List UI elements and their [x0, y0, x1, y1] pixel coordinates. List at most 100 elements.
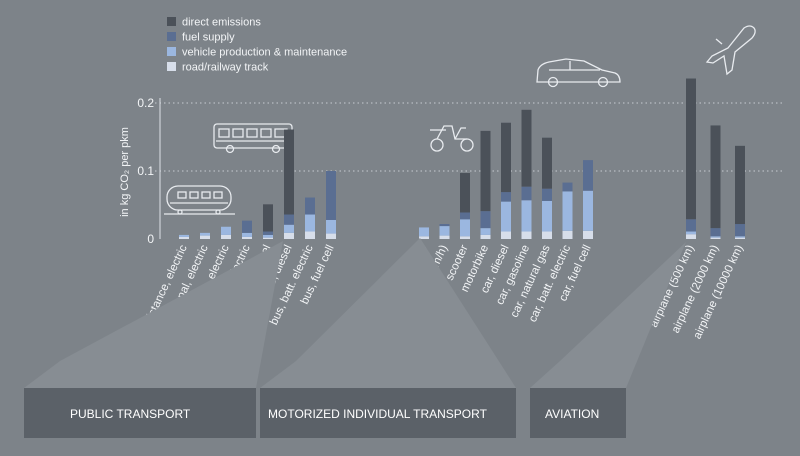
car-icon — [536, 58, 621, 88]
bar-scooter — [460, 173, 470, 239]
bar-airplane-2000-km — [710, 125, 721, 239]
legend-label-road-railway-track: road/railway track — [182, 62, 269, 74]
legend-swatch-vehicle-production-maintenance — [167, 47, 176, 56]
bar-sbb-train-regional-electric — [200, 232, 210, 239]
group-label-motorized-individual-transport: MOTORIZED INDIVIDUAL TRANSPORT — [268, 407, 488, 421]
bar-segment-fuel-supply — [439, 224, 450, 227]
vehicle-icons — [164, 25, 756, 215]
bar-passenger-coach-diesel — [263, 204, 273, 239]
bar-segment-fuel-supply — [562, 182, 573, 192]
bar-segment-road-railway-track — [521, 231, 532, 239]
bar-segment-road-railway-track — [326, 233, 336, 239]
bar-bus-fuel-cell — [326, 171, 336, 239]
bar-e-bike-25-km-h — [439, 224, 450, 239]
gridlines — [155, 102, 785, 172]
bar-bus-batt-electric — [305, 197, 315, 239]
bar-segment-fuel-supply — [686, 219, 696, 232]
bar-segment-fuel-supply — [326, 171, 336, 220]
panel-aviation — [530, 388, 626, 438]
bar-segment-road-railway-track — [284, 232, 294, 239]
bar-car-batt-electric — [562, 182, 573, 239]
bar-segment-road-railway-track — [460, 236, 470, 239]
bar-segment-direct-emissions — [480, 130, 491, 212]
bar-segment-road-railway-track — [686, 234, 696, 239]
bar-segment-road-railway-track — [242, 236, 252, 239]
bar-segment-direct-emissions — [501, 122, 511, 193]
bar-segment-vehicle-production-maintenance — [305, 214, 315, 232]
bar-segment-fuel-supply — [583, 160, 593, 191]
legend-swatch-direct-emissions — [167, 17, 176, 26]
y-tick-label: 0.2 — [137, 96, 154, 110]
bar-segment-fuel-supply — [521, 186, 532, 201]
panel-public-transport — [24, 388, 256, 438]
bar-segment-direct-emissions — [710, 125, 721, 229]
bar-segment-road-railway-track — [735, 237, 745, 239]
panel-top-aviation — [530, 242, 686, 388]
bar-segment-fuel-supply — [284, 214, 294, 225]
bar-segment-fuel-supply — [242, 220, 252, 233]
bar-segment-vehicle-production-maintenance — [686, 231, 696, 235]
bar-segment-road-railway-track — [562, 230, 573, 239]
bar-segment-vehicle-production-maintenance — [439, 226, 450, 236]
bar-segment-road-railway-track — [710, 237, 721, 239]
bar-motorbike — [480, 130, 491, 239]
panel-top-motorized-individual-transport — [260, 238, 516, 388]
bar-segment-vehicle-production-maintenance — [501, 201, 511, 232]
bar-car-diesel — [501, 122, 511, 239]
bar-segment-vehicle-production-maintenance — [710, 236, 721, 238]
legend: direct emissions fuel supply vehicle produ… — [167, 17, 347, 74]
bar-segment-direct-emissions — [686, 78, 696, 220]
bar-car-fuel-cell — [583, 160, 593, 239]
y-axis: 0 0.1 0.2 in kg CO₂ per pkm — [119, 96, 161, 246]
legend-swatch-road-railway-track — [167, 62, 176, 71]
bar-segment-direct-emissions — [284, 129, 294, 215]
bar-segment-vehicle-production-maintenance — [480, 228, 491, 235]
y-tick-label: 0.1 — [137, 164, 154, 178]
bar-segment-vehicle-production-maintenance — [562, 191, 573, 231]
panel-motorized-individual-transport — [260, 388, 516, 438]
bar-segment-vehicle-production-maintenance — [583, 190, 593, 231]
bar-segment-fuel-supply — [305, 197, 315, 215]
bar-segment-road-railway-track — [480, 234, 491, 239]
bar-segment-vehicle-production-maintenance — [284, 224, 294, 233]
bar-segment-vehicle-production-maintenance — [200, 232, 210, 236]
scooter-icon — [430, 125, 474, 152]
y-axis-title: in kg CO₂ per pkm — [119, 127, 131, 217]
bar-segment-road-railway-track — [439, 235, 450, 239]
bar-segment-fuel-supply — [710, 228, 721, 237]
bar-segment-vehicle-production-maintenance — [460, 219, 470, 237]
bar-car-gasoline — [521, 109, 532, 239]
legend-label-fuel-supply: fuel supply — [182, 32, 235, 44]
legend-label-vehicle-production-maintenance: vehicle production & maintenance — [182, 47, 347, 59]
bars — [179, 78, 745, 239]
bar-segment-road-railway-track — [305, 231, 315, 239]
bar-segment-vehicle-production-maintenance — [542, 200, 552, 232]
bar-segment-road-railway-track — [583, 230, 593, 239]
bar-segment-vehicle-production-maintenance — [242, 232, 252, 237]
bar-segment-road-railway-track — [501, 231, 511, 239]
bar-sbb-train-long-distance-electric — [179, 234, 189, 239]
bar-segment-vehicle-production-maintenance — [263, 234, 273, 238]
bar-airplane-10000-km — [735, 145, 745, 239]
airplane-icon — [705, 25, 756, 76]
bus-icon — [213, 123, 293, 154]
bar-segment-road-railway-track — [179, 236, 189, 239]
group-label-aviation: AVIATION — [545, 407, 599, 421]
legend-label-direct-emissions: direct emissions — [182, 17, 261, 29]
bar-segment-vehicle-production-maintenance — [419, 227, 429, 237]
bar-segment-fuel-supply — [480, 211, 491, 229]
bar-segment-direct-emissions — [521, 109, 532, 187]
bar-segment-vehicle-production-maintenance — [521, 200, 532, 232]
bar-segment-fuel-supply — [263, 231, 273, 235]
bar-bike — [419, 227, 429, 239]
bar-segment-fuel-supply — [501, 192, 511, 202]
bar-segment-road-railway-track — [263, 237, 273, 239]
bar-segment-direct-emissions — [542, 137, 552, 189]
bar-segment-road-railway-track — [419, 236, 429, 239]
bar-segment-fuel-supply — [460, 212, 470, 220]
bar-trolleybus-electric — [242, 220, 252, 239]
bar-segment-road-railway-track — [542, 231, 552, 239]
legend-swatch-fuel-supply — [167, 32, 176, 41]
